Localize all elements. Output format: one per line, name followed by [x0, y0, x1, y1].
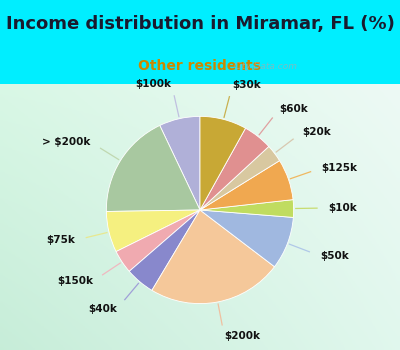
Text: $100k: $100k	[136, 79, 172, 89]
Text: $20k: $20k	[302, 127, 331, 137]
Wedge shape	[200, 210, 293, 267]
Text: $50k: $50k	[320, 251, 349, 261]
Wedge shape	[116, 210, 200, 271]
Text: $30k: $30k	[232, 80, 261, 90]
Text: $75k: $75k	[46, 235, 75, 245]
Wedge shape	[160, 116, 200, 210]
Text: $10k: $10k	[329, 203, 358, 213]
Text: City-Data.com: City-Data.com	[234, 62, 298, 71]
Wedge shape	[106, 125, 200, 211]
Wedge shape	[200, 128, 269, 210]
Wedge shape	[200, 199, 294, 217]
Wedge shape	[200, 116, 246, 210]
Text: Income distribution in Miramar, FL (%): Income distribution in Miramar, FL (%)	[6, 14, 394, 33]
Text: $40k: $40k	[88, 303, 117, 314]
Wedge shape	[200, 146, 280, 210]
Text: $200k: $200k	[224, 331, 260, 341]
Text: Other residents: Other residents	[138, 58, 262, 72]
Text: $60k: $60k	[280, 104, 308, 114]
Wedge shape	[152, 210, 274, 304]
Wedge shape	[129, 210, 200, 290]
Wedge shape	[106, 210, 200, 252]
Text: $125k: $125k	[322, 163, 358, 173]
Text: $150k: $150k	[57, 276, 93, 286]
Text: > $200k: > $200k	[42, 137, 91, 147]
Wedge shape	[200, 161, 293, 210]
